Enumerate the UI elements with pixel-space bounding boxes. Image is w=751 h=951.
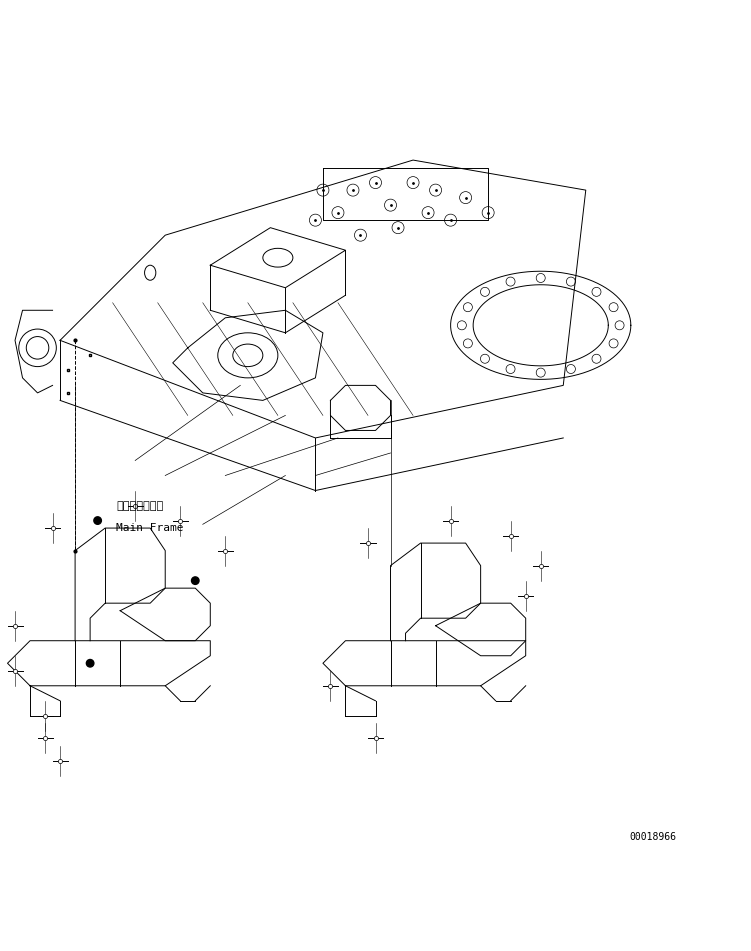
Circle shape: [86, 659, 94, 667]
Circle shape: [94, 516, 101, 524]
Text: Main Frame: Main Frame: [116, 523, 184, 534]
Circle shape: [192, 577, 199, 585]
Text: メインフレーム: メインフレーム: [116, 500, 164, 511]
Text: 00018966: 00018966: [630, 832, 677, 842]
